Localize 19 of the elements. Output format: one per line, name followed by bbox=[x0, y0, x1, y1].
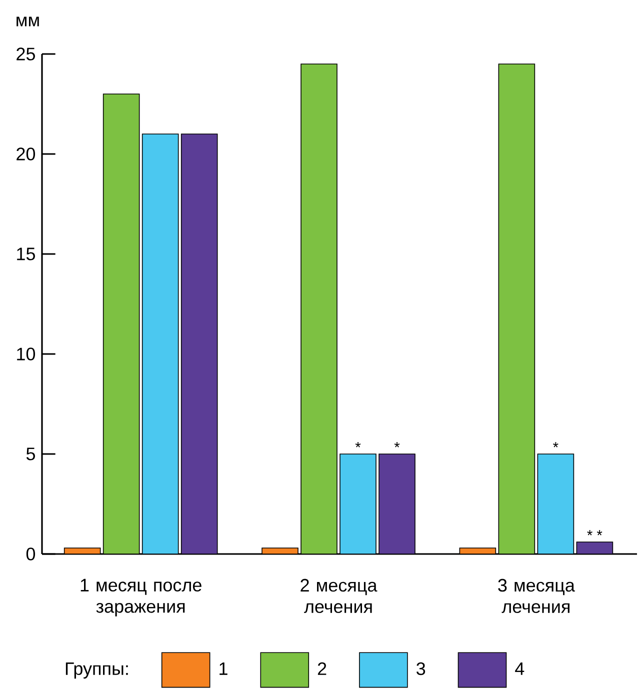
x-tick-label: 2 месяца лечения bbox=[300, 578, 378, 613]
x-tick-label: 1 месяц после заражения bbox=[80, 578, 202, 616]
legend-label: 1 bbox=[220, 662, 228, 675]
y-tick-label: 10 bbox=[17, 348, 36, 360]
data-label: * bbox=[553, 442, 558, 448]
y-tick-label: 15 bbox=[17, 248, 35, 260]
data-label: * bbox=[355, 442, 361, 448]
y-axis-title: мм bbox=[16, 16, 39, 26]
legend-label: 3 bbox=[416, 662, 426, 676]
y-tick-label: 5 bbox=[26, 448, 35, 460]
y-tick-label: 25 bbox=[16, 48, 35, 60]
x-tick-label: 3 месяца лечения bbox=[498, 578, 575, 613]
data-label: * bbox=[394, 442, 400, 448]
legend-label: 4 bbox=[515, 662, 524, 675]
y-tick-label: 0 bbox=[26, 548, 36, 560]
legend-label: 2 bbox=[318, 662, 326, 675]
data-label: * * bbox=[587, 530, 602, 536]
legend-title: Группы: bbox=[66, 662, 128, 679]
y-tick-label: 20 bbox=[16, 148, 36, 160]
